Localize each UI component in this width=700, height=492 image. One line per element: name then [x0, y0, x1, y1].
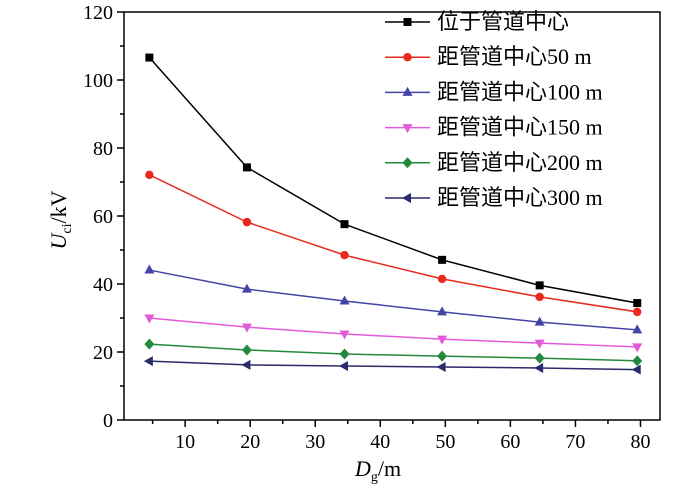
legend-item-5: 距管道中心200 m — [385, 150, 603, 175]
series-1-point-2 — [242, 163, 251, 172]
series-5-point-1 — [144, 338, 155, 350]
series-2 — [145, 170, 642, 317]
series-1 — [145, 53, 642, 308]
legend-label: 距管道中心200 m — [437, 150, 603, 175]
series-5-point-2 — [241, 344, 252, 356]
series-4-point-5 — [534, 339, 545, 349]
series-1-point-3 — [340, 220, 349, 229]
y-tick-label: 60 — [93, 206, 113, 228]
legend-label: 位于管道中心 — [437, 9, 569, 34]
legend-item-1: 位于管道中心 — [385, 9, 569, 34]
series-4-point-2 — [241, 323, 252, 333]
legend-marker — [403, 18, 412, 26]
series-5-point-6 — [632, 355, 643, 367]
series-3-point-1 — [144, 264, 155, 274]
series-2-point-6 — [633, 307, 642, 317]
legend-marker — [402, 124, 413, 134]
x-tick-label: 20 — [240, 431, 260, 453]
legend-marker — [403, 53, 412, 62]
series-3-point-4 — [437, 306, 448, 316]
legend-label: 距管道中心150 m — [437, 115, 603, 140]
y-tick-label: 40 — [93, 274, 113, 296]
series-1-point-6 — [633, 299, 642, 308]
series-5-point-4 — [437, 350, 448, 362]
series-4 — [144, 314, 643, 353]
series-6-point-6 — [631, 364, 641, 375]
series-2-point-3 — [340, 250, 349, 260]
y-axis: 0 20 40 60 80 100 120 — [83, 2, 124, 432]
series-1-point-4 — [438, 255, 447, 264]
series-5-line — [149, 343, 638, 362]
series-2-point-4 — [437, 274, 447, 284]
series-4-line — [149, 317, 638, 348]
legend-item-3: 距管道中心100 m — [385, 79, 603, 104]
legend-marker — [402, 157, 413, 169]
series-4-point-1 — [144, 314, 155, 324]
x-axis-label-symbol: D — [354, 456, 371, 481]
series-6-point-5 — [534, 362, 544, 373]
x-tick-label: 50 — [435, 431, 455, 453]
y-tick-label: 80 — [93, 138, 113, 160]
y-axis-label: Uci/kV — [46, 190, 75, 249]
series-1-line — [148, 57, 638, 304]
y-tick-label: 120 — [83, 2, 113, 24]
series-1-point-5 — [535, 281, 544, 290]
legend-label: 距管道中心50 m — [437, 44, 592, 69]
series-2-line — [149, 174, 638, 313]
series-3-point-3 — [339, 295, 350, 305]
x-tick-label: 60 — [500, 431, 520, 453]
series-5 — [144, 338, 643, 367]
series-layer — [143, 53, 643, 375]
series-6-point-1 — [143, 356, 153, 367]
series-1-point-1 — [145, 53, 154, 62]
series-3-point-2 — [241, 283, 252, 293]
y-axis-label-unit: /kV — [46, 190, 71, 223]
x-axis-label-subscript: g — [371, 470, 378, 485]
legend-item-6: 距管道中心300 m — [385, 185, 603, 210]
series-4-point-4 — [437, 335, 448, 345]
y-tick-label: 20 — [93, 342, 113, 364]
y-tick-label: 0 — [103, 410, 113, 432]
x-tick-label: 70 — [565, 431, 585, 453]
series-4-point-3 — [339, 330, 350, 340]
x-tick-label: 10 — [175, 431, 195, 453]
series-3-point-6 — [632, 324, 643, 334]
series-5-point-5 — [534, 352, 545, 364]
series-6-point-4 — [436, 361, 446, 372]
x-tick-label: 80 — [630, 431, 650, 453]
y-axis-label-subscript: ci — [60, 223, 75, 233]
series-6-point-2 — [241, 359, 251, 370]
legend-label: 距管道中心300 m — [437, 185, 603, 210]
series-2-point-2 — [242, 217, 252, 227]
series-6-line — [149, 360, 638, 371]
series-2-point-1 — [145, 170, 154, 180]
legend-label: 距管道中心100 m — [437, 79, 603, 104]
y-axis-label-symbol: U — [46, 232, 71, 250]
x-axis-label: Dg/m — [354, 456, 401, 485]
series-6-point-3 — [339, 360, 349, 371]
series-6 — [143, 356, 641, 375]
legend-item-4: 距管道中心150 m — [385, 115, 603, 140]
series-3-line — [149, 269, 638, 331]
series-3 — [144, 264, 643, 334]
x-tick-label: 40 — [370, 431, 390, 453]
series-4-point-6 — [632, 343, 643, 353]
x-axis-label-unit: /m — [378, 456, 401, 481]
x-tick-label: 30 — [305, 431, 325, 453]
y-tick-label: 100 — [83, 70, 113, 92]
series-3-point-5 — [534, 316, 545, 326]
legend-marker — [402, 193, 411, 203]
legend-item-2: 距管道中心50 m — [385, 44, 592, 69]
x-axis: 10 20 30 40 50 60 70 80 — [151, 420, 650, 453]
legend-marker — [402, 86, 413, 96]
series-2-point-5 — [535, 292, 544, 302]
series-5-point-3 — [339, 348, 350, 360]
